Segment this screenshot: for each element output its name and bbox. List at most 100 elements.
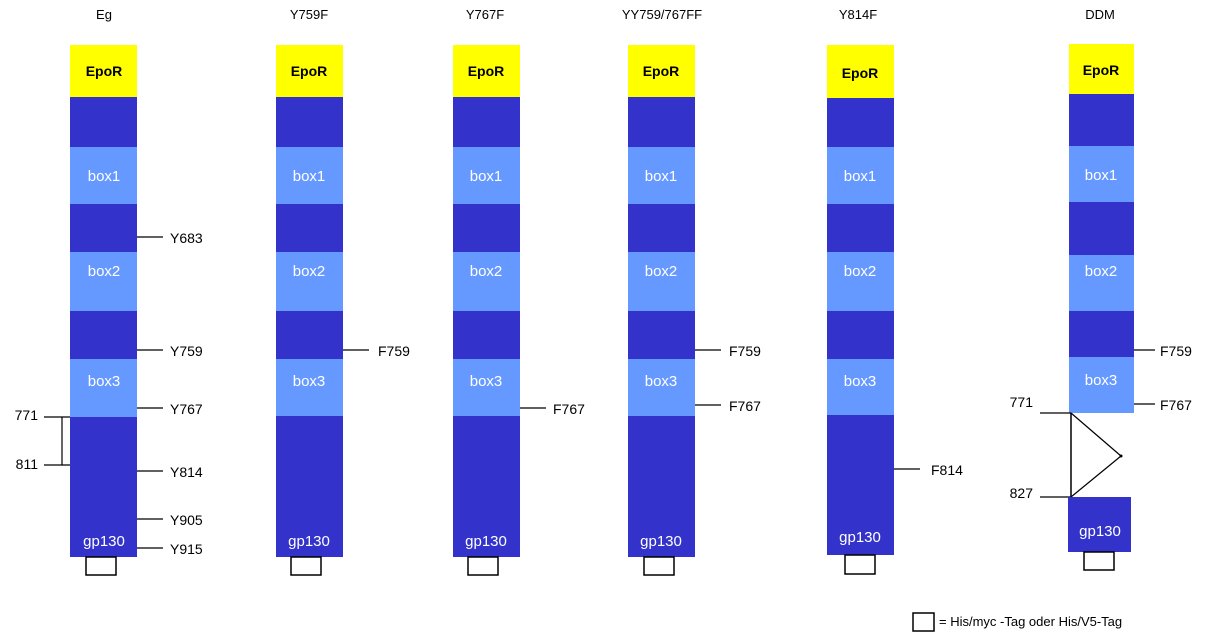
- construct-title-yy759-767ff: YY759/767FF: [622, 7, 702, 22]
- gp130-label: gp130: [83, 533, 125, 550]
- annotation-771: 771: [1010, 394, 1034, 410]
- box1-segment: [276, 147, 343, 204]
- epor-label: EpoR: [291, 63, 328, 79]
- gp130-segment: [70, 417, 137, 557]
- epor-segment: [276, 45, 343, 97]
- epor-segment: [628, 45, 695, 97]
- dark-segment: [453, 97, 520, 147]
- box1-segment: [453, 147, 520, 204]
- box3-label: box3: [645, 373, 678, 390]
- annotation-f759: F759: [729, 343, 761, 359]
- box2-segment: [628, 252, 695, 311]
- gp130-segment: [628, 416, 695, 557]
- dark-segment: [276, 204, 343, 252]
- box2-segment: [276, 252, 343, 311]
- annotation-f767: F767: [1160, 397, 1192, 413]
- box3-label: box3: [1085, 372, 1118, 389]
- dark-segment: [1069, 202, 1134, 255]
- box2-label: box2: [470, 263, 503, 280]
- annotation-y905: Y905: [170, 512, 203, 528]
- dark-segment: [276, 311, 343, 359]
- tag-box: [844, 554, 876, 575]
- epor-label: EpoR: [86, 63, 123, 79]
- tag-box: [643, 556, 675, 576]
- construct-eg: Eg EpoR box1 box2 box3 gp130 Y683 Y759 Y…: [15, 7, 203, 576]
- dark-segment: [628, 204, 695, 252]
- annotation-f759: F759: [1160, 343, 1192, 359]
- right-annotations: Y683 Y759 Y767 Y814 Y905 Y915: [137, 230, 203, 557]
- gp130-segment: [827, 415, 894, 555]
- dark-segment: [453, 311, 520, 359]
- construct-yy759-767ff: YY759/767FF EpoR box1 box2 box3 gp130 F7…: [622, 7, 761, 576]
- annotation-f759: F759: [378, 343, 410, 359]
- tag-box: [290, 556, 322, 576]
- box3-segment: [70, 359, 137, 417]
- box1-label: box1: [88, 168, 121, 185]
- construct-title-y814f: Y814F: [839, 7, 877, 22]
- tag-box: [467, 556, 499, 576]
- box3-segment: [628, 359, 695, 416]
- box2-segment: [453, 252, 520, 311]
- legend-text: = His/myc -Tag oder His/V5-Tag: [939, 614, 1122, 629]
- box1-segment: [1069, 146, 1134, 202]
- gp130-segment: [1068, 497, 1131, 552]
- box1-segment: [70, 147, 137, 204]
- gp130-label: gp130: [640, 533, 682, 550]
- annotation-y915: Y915: [170, 541, 203, 557]
- dark-segment: [453, 204, 520, 252]
- dark-segment: [628, 97, 695, 147]
- epor-segment: [70, 45, 137, 97]
- gp130-segment: [276, 416, 343, 557]
- annotation-y759: Y759: [170, 343, 203, 359]
- box3-label: box3: [293, 373, 326, 390]
- epor-segment: [453, 45, 520, 97]
- box3-label: box3: [844, 373, 877, 390]
- box1-label: box1: [470, 168, 503, 185]
- box3-label: box3: [470, 373, 503, 390]
- epor-label: EpoR: [842, 65, 879, 81]
- box3-segment: [827, 359, 894, 415]
- box3-label: box3: [88, 373, 121, 390]
- annotation-y814: Y814: [170, 464, 203, 480]
- epor-label: EpoR: [1083, 62, 1120, 78]
- box1-label: box1: [844, 168, 877, 185]
- box2-label: box2: [293, 263, 326, 280]
- epor-segment: [1069, 44, 1134, 94]
- dark-segment: [70, 311, 137, 359]
- dark-segment: [1069, 311, 1134, 357]
- gp130-label: gp130: [465, 533, 507, 550]
- legend: = His/myc -Tag oder His/V5-Tag: [912, 612, 1122, 632]
- annotation-827: 827: [1010, 485, 1034, 501]
- annotation-771: 771: [15, 407, 39, 423]
- box2-label: box2: [88, 263, 121, 280]
- annotation-y683: Y683: [170, 230, 203, 246]
- dark-segment: [827, 204, 894, 252]
- box1-segment: [628, 147, 695, 204]
- gp130-segment: [453, 416, 520, 557]
- box1-label: box1: [1085, 167, 1118, 184]
- construct-y814f: Y814F EpoR box1 box2 box3 gp130 F814: [827, 7, 963, 575]
- dark-segment: [276, 97, 343, 147]
- deletion-marker: 771 827: [1010, 394, 1123, 501]
- box3-segment: [453, 359, 520, 416]
- box2-segment: [1069, 255, 1134, 311]
- epor-label: EpoR: [468, 63, 505, 79]
- tag-box: [85, 556, 117, 576]
- right-annotations: F759: [343, 343, 410, 359]
- gp130-label: gp130: [288, 533, 330, 550]
- box1-segment: [827, 147, 894, 204]
- dark-segment: [70, 97, 137, 147]
- box2-label: box2: [1085, 263, 1118, 280]
- dark-segment: [70, 204, 137, 252]
- construct-ddm: DDM EpoR box1 box2 box3 771 827 gp130 F7…: [1010, 7, 1192, 571]
- box2-label: box2: [844, 263, 877, 280]
- construct-y767f: Y767F EpoR box1 box2 box3 gp130 F767: [453, 7, 585, 576]
- box2-segment: [827, 252, 894, 311]
- box3-segment: [1069, 357, 1134, 413]
- box3-segment: [276, 359, 343, 416]
- left-annotations: 771 811: [15, 407, 70, 472]
- box1-label: box1: [645, 168, 678, 185]
- annotation-f767: F767: [729, 398, 761, 414]
- right-annotations: F759 F767: [1134, 343, 1192, 413]
